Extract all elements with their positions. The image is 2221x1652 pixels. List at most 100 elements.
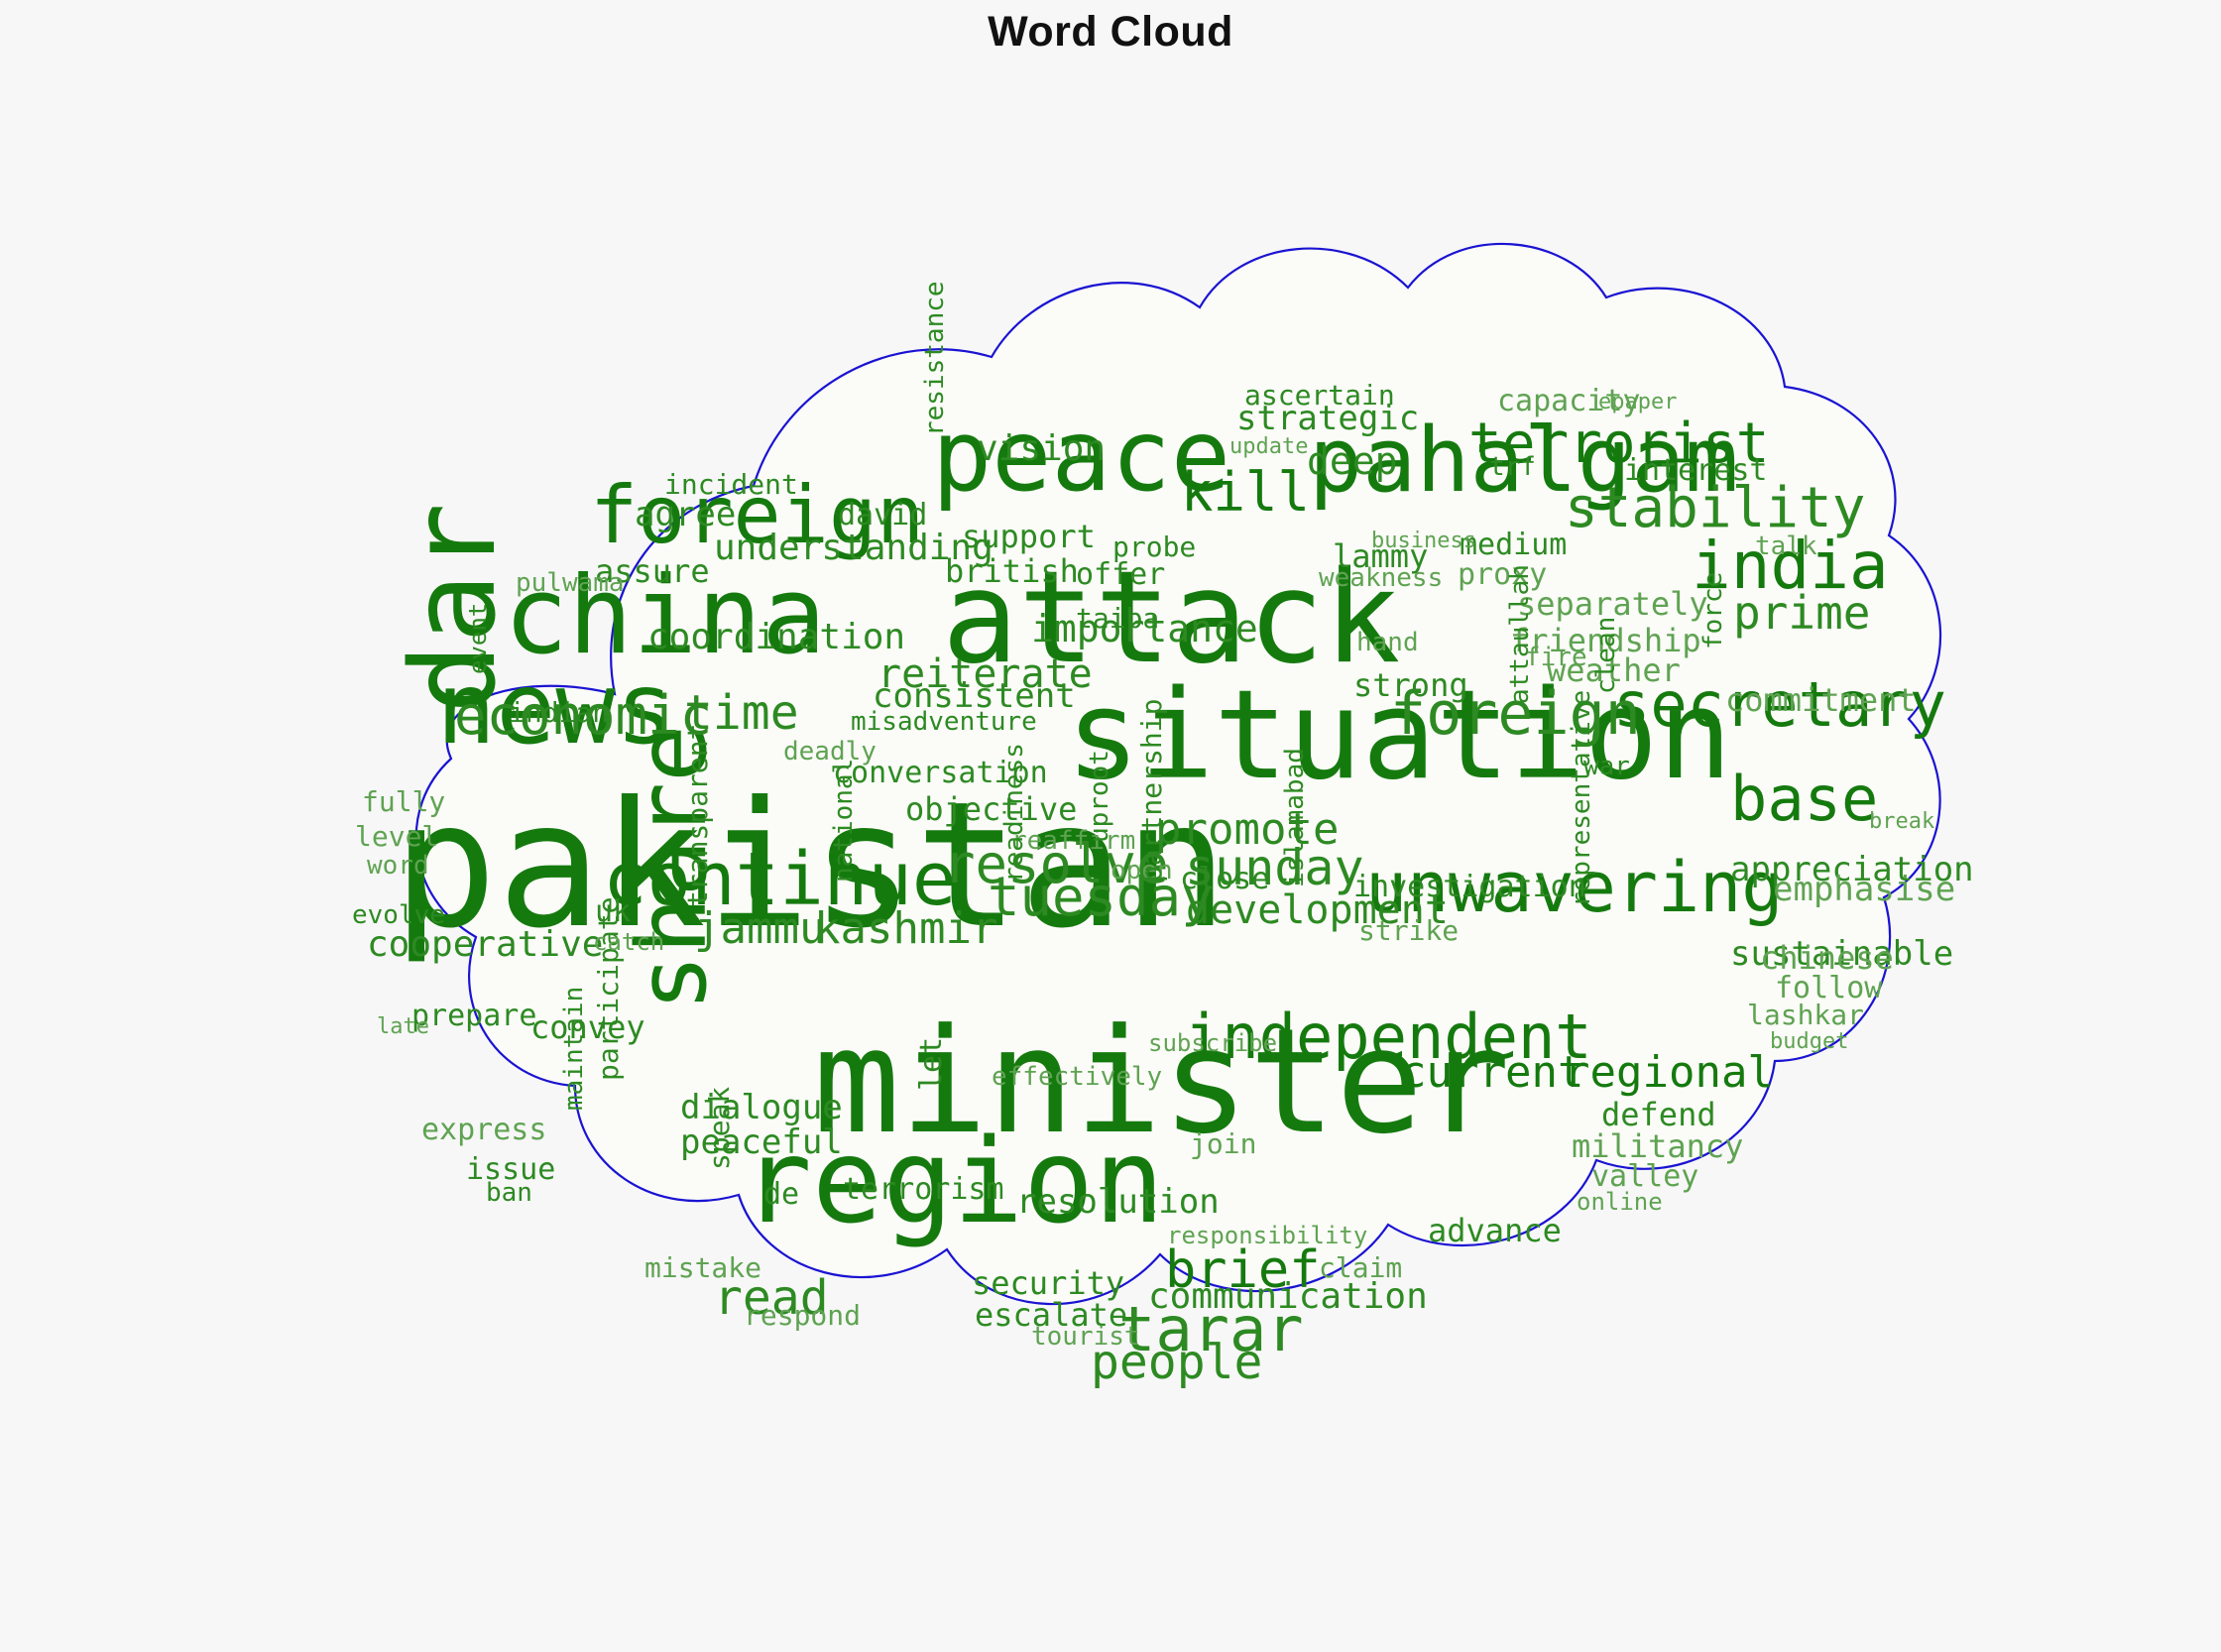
word-agree: agree — [635, 495, 737, 534]
word-pahalgam: pahalgam — [1309, 409, 1739, 513]
word-partnership: partnership — [1135, 698, 1168, 883]
word-consistent: consistent — [873, 676, 1076, 716]
word-investigation: investigation — [1353, 870, 1586, 904]
word-objective: objective — [905, 790, 1078, 828]
word-base: base — [1730, 763, 1879, 835]
word-situation: situation — [1066, 664, 1732, 807]
word-understanding: understanding — [714, 528, 994, 568]
word-medium: medium — [1460, 528, 1568, 562]
word-level: level — [355, 820, 439, 853]
word-coordination: coordination — [647, 617, 906, 657]
word-friendship: friendship — [1510, 622, 1701, 659]
word-hand: hand — [1356, 628, 1419, 657]
word-assure: assure — [595, 552, 710, 590]
word-trf: trf — [1489, 452, 1536, 482]
word-prepare: prepare — [411, 999, 537, 1033]
word-vision: vision — [977, 428, 1107, 469]
word-tarar: tarar — [1118, 1293, 1304, 1365]
word-unwavering: unwavering — [1365, 847, 1784, 928]
word-readiness: readiness — [999, 743, 1029, 883]
word-lammy: lammy — [1333, 537, 1429, 575]
word-open: open — [1110, 856, 1173, 885]
word-prime: prime — [1733, 586, 1871, 640]
word-attaullah: attaullah — [1505, 564, 1535, 704]
word-talk: talk — [1755, 531, 1817, 561]
word-join: join — [1190, 1127, 1257, 1160]
word-support: support — [962, 518, 1096, 555]
word-kashmir: kashmir — [814, 903, 998, 954]
word-terrorist: terrorist — [1468, 412, 1770, 476]
word-evolve: evolve — [352, 900, 445, 930]
word-tourist: tourist — [1031, 1322, 1140, 1352]
word-transparent: transparent — [681, 723, 714, 907]
word-tuesday: tuesday — [988, 866, 1214, 928]
word-weakness: weakness — [1319, 563, 1444, 593]
word-continue: continue — [603, 837, 957, 922]
word-deep: deep — [1307, 439, 1398, 483]
word-minister: minister — [813, 998, 1511, 1166]
page-title: Word Cloud — [988, 8, 1233, 56]
word-war: war — [1583, 752, 1630, 781]
word-speak: speak — [703, 1086, 736, 1170]
word-weather: weather — [1547, 651, 1681, 689]
word-break: break — [1869, 809, 1935, 834]
word-budget: budget — [1770, 1029, 1849, 1054]
word-economic: economic — [454, 684, 713, 747]
word-ascertain: ascertain — [1244, 379, 1395, 412]
word-foreign: foreign — [1390, 679, 1641, 749]
word-proxy: proxy — [1458, 557, 1548, 592]
word-epaper: epaper — [1598, 390, 1678, 414]
word-peace: peace — [932, 398, 1231, 514]
word-stability: stability — [1565, 476, 1866, 540]
word-defend: defend — [1601, 1096, 1716, 1133]
word-brief: brief — [1165, 1240, 1321, 1300]
word-national: national — [829, 758, 859, 883]
word-advance: advance — [1428, 1212, 1562, 1249]
word-reiterate: reiterate — [877, 651, 1093, 697]
word-appreciation: appreciation — [1730, 850, 1974, 889]
word-sunday: sunday — [1185, 839, 1364, 896]
word-capacity: capacity — [1497, 384, 1641, 418]
word-secretary: secretary — [1613, 668, 1946, 741]
word-attack: attack — [942, 544, 1401, 692]
word-conversation: conversation — [833, 756, 1048, 790]
word-fully: fully — [362, 785, 446, 818]
word-david: david — [838, 498, 928, 532]
word-sustainable: sustainable — [1730, 934, 1954, 974]
word-resolve: resolve — [943, 833, 1169, 895]
word-valley: valley — [1591, 1159, 1699, 1194]
word-late: late — [377, 1014, 429, 1039]
word-interest: interest — [1624, 453, 1768, 488]
word-india: india — [1692, 528, 1889, 604]
word-express: express — [421, 1113, 547, 1147]
word-cloud: pakistan minister situation attack region dar… — [0, 59, 2221, 1652]
word-uk: uk — [595, 894, 632, 929]
word-communication: communication — [1148, 1276, 1428, 1317]
word-security: security — [972, 1264, 1125, 1302]
word-militancy: militancy — [1572, 1127, 1744, 1165]
word-resolution: resolution — [1016, 1182, 1220, 1222]
word-let: let — [914, 1036, 949, 1091]
word-strong: strong — [1353, 666, 1468, 704]
word-cooperative: cooperative — [367, 924, 604, 965]
word-follow: follow — [1775, 971, 1883, 1005]
word-strike: strike — [1358, 914, 1460, 947]
word-promote: promote — [1155, 804, 1340, 855]
word-fire: fire — [1525, 643, 1587, 672]
word-issue: issue — [466, 1152, 556, 1187]
word-resistance: resistance — [920, 281, 950, 436]
word-time: time — [684, 685, 799, 741]
word-news: news — [436, 650, 675, 767]
word-force: force — [1698, 571, 1728, 649]
word-china: china — [504, 554, 827, 678]
word-offer: offer — [1076, 557, 1166, 592]
word-maintain: maintain — [559, 986, 589, 1111]
word-development: development — [1186, 887, 1449, 933]
word-commitment: commitment — [1725, 681, 1917, 719]
word-ban: ban — [486, 1178, 532, 1208]
word-kill: kill — [1181, 461, 1311, 524]
word-islamabad: islamabad — [1280, 748, 1310, 887]
word-de: de — [763, 1177, 800, 1212]
word-catch: catch — [593, 928, 665, 956]
word-foreign: foreign — [590, 469, 925, 561]
